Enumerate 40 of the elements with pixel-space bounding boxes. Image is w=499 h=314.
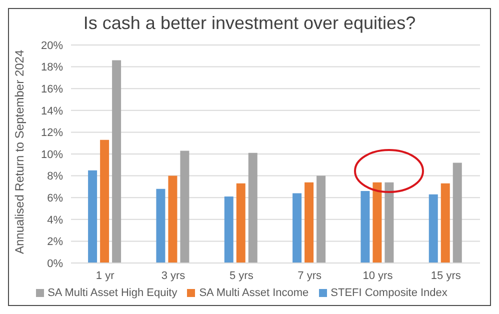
y-tick-label: 16% — [40, 84, 64, 96]
x-tick-label: 7 yrs — [298, 270, 322, 282]
bar — [372, 182, 382, 263]
bar — [224, 196, 234, 263]
y-tick-label: 6% — [47, 192, 64, 205]
y-tick-label: 20% — [40, 40, 64, 52]
bar — [292, 193, 302, 263]
bar — [360, 191, 370, 263]
x-tick-label: 1 yr — [96, 270, 115, 282]
bar — [112, 60, 122, 263]
y-tick-label: 10% — [40, 148, 64, 161]
bar — [316, 176, 326, 263]
legend-label: SA Multi Asset Income — [199, 287, 309, 299]
bar — [248, 152, 258, 263]
bar — [304, 182, 314, 263]
bar — [88, 170, 98, 263]
bar — [440, 183, 450, 263]
bar — [384, 182, 394, 263]
y-tick-label: 18% — [40, 62, 64, 74]
y-tick-label: 2% — [47, 236, 64, 248]
bar — [100, 140, 110, 263]
bar — [156, 188, 166, 263]
x-tick-label: 10 yrs — [362, 270, 394, 282]
legend-label: STEFI Composite Index — [330, 287, 448, 299]
chart-title: Is cash a better investment over equities? — [82, 13, 417, 35]
x-tick-label: 15 yrs — [430, 270, 462, 282]
y-tick-label: 14% — [40, 105, 64, 118]
x-tick-label: 5 yrs — [229, 270, 254, 282]
y-tick-label: 0% — [47, 258, 64, 270]
bar — [236, 183, 246, 263]
bar — [180, 150, 190, 263]
x-tick-label: 3 yrs — [161, 270, 186, 282]
bar — [428, 194, 438, 263]
y-tick-label: 4% — [47, 214, 64, 226]
y-axis-title: Annualised Return to September 2024 — [12, 50, 26, 254]
y-tick-label: 12% — [40, 127, 64, 140]
y-tick-label: 8% — [47, 170, 64, 183]
bar — [452, 162, 462, 263]
legend-label: SA Multi Asset High Equity — [48, 287, 178, 299]
bar — [168, 176, 178, 263]
